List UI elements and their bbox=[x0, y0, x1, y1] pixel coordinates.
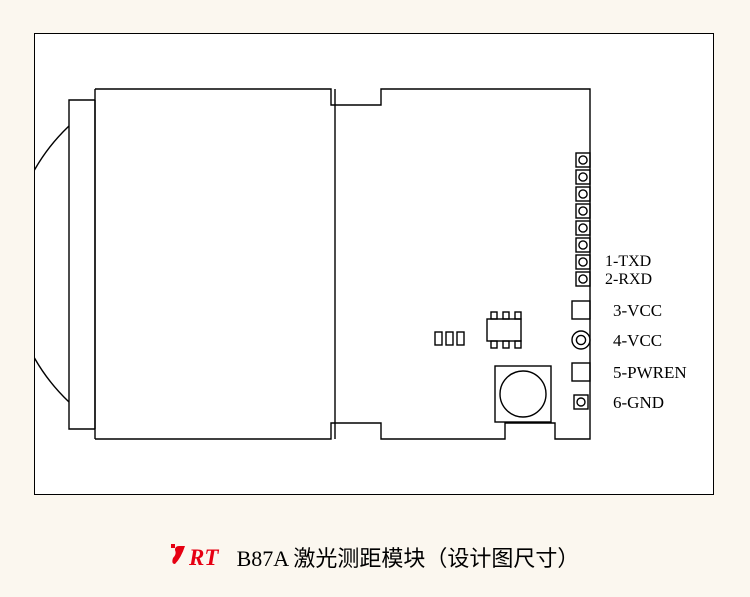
conn-pad-circle bbox=[572, 331, 590, 349]
page: 1-TXD2-RXD 3-VCC 4-VCC 5-PWREN 6-GND RT B87A … bbox=[0, 0, 750, 597]
smd-pad bbox=[457, 332, 464, 345]
conn-pad-hole bbox=[576, 335, 585, 344]
caption-row: RT B87A 激光测距模块（设计图尺寸） bbox=[0, 541, 750, 573]
chip-lead bbox=[491, 312, 497, 319]
brand-text: RT bbox=[188, 545, 219, 570]
lens-arc bbox=[35, 126, 69, 402]
board-outline bbox=[95, 89, 590, 439]
smd-pad bbox=[446, 332, 453, 345]
header-pin-outer bbox=[576, 272, 590, 286]
header-pin-outer bbox=[576, 204, 590, 218]
header-pin-hole bbox=[579, 224, 587, 232]
conn-label: 4-VCC bbox=[613, 331, 662, 350]
header-pin-outer bbox=[576, 170, 590, 184]
header-pin-outer bbox=[576, 255, 590, 269]
chip-lead bbox=[491, 341, 497, 348]
pin-label: 2-RXD bbox=[605, 271, 652, 288]
header-pin-hole bbox=[579, 275, 587, 283]
conn-label: 6-GND bbox=[613, 393, 664, 412]
chip-body bbox=[487, 319, 521, 341]
conn-label: 5-PWREN bbox=[613, 363, 687, 382]
header-pin-hole bbox=[579, 173, 587, 181]
header-pin-outer bbox=[576, 153, 590, 167]
header-pin-hole bbox=[579, 207, 587, 215]
header-pin-hole bbox=[579, 156, 587, 164]
header-pin-hole bbox=[579, 241, 587, 249]
pin-label: 1-TXD bbox=[605, 253, 651, 270]
caption-text: B87A 激光测距模块（设计图尺寸） bbox=[237, 546, 580, 571]
button-cap bbox=[500, 371, 546, 417]
conn-pad-hole bbox=[577, 398, 585, 406]
header-pin-hole bbox=[579, 258, 587, 266]
header-pin-outer bbox=[576, 187, 590, 201]
chip-lead bbox=[515, 312, 521, 319]
brand-logo: RT bbox=[171, 544, 233, 570]
header-pin-outer bbox=[576, 221, 590, 235]
button-frame bbox=[495, 366, 551, 422]
chip-lead bbox=[503, 312, 509, 319]
chip-lead bbox=[503, 341, 509, 348]
conn-pad-square bbox=[572, 301, 590, 319]
header-pin-outer bbox=[576, 238, 590, 252]
schematic-svg: 1-TXD2-RXD 3-VCC 4-VCC 5-PWREN 6-GND bbox=[35, 34, 715, 496]
chip-lead bbox=[515, 341, 521, 348]
drawing-frame: 1-TXD2-RXD 3-VCC 4-VCC 5-PWREN 6-GND bbox=[34, 33, 714, 495]
conn-pad-square bbox=[572, 363, 590, 381]
conn-label: 3-VCC bbox=[613, 301, 662, 320]
lens-plate bbox=[69, 89, 95, 439]
smd-pad bbox=[435, 332, 442, 345]
header-pin-hole bbox=[579, 190, 587, 198]
conn-pad-square bbox=[574, 395, 588, 409]
